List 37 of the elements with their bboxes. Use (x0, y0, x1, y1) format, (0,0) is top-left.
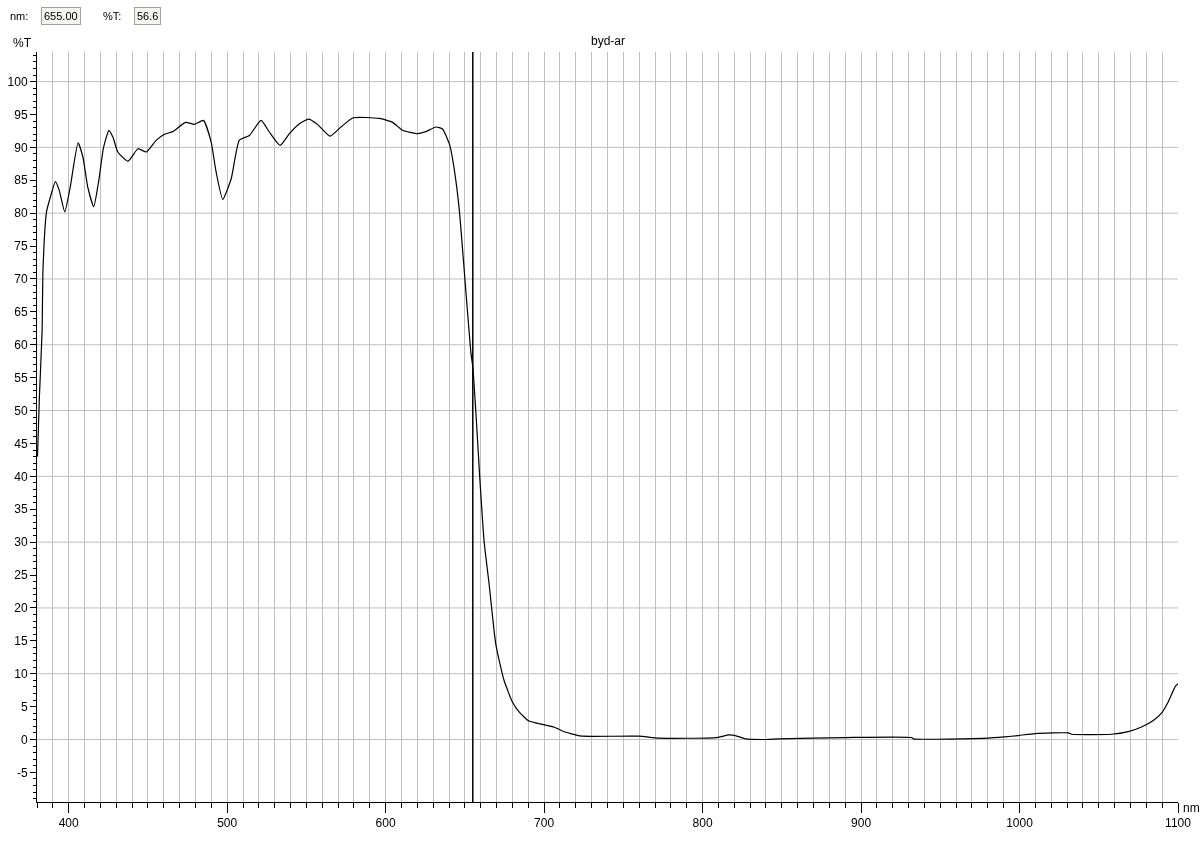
text: 655.00 (44, 10, 78, 22)
x-tick-label: 700 (534, 816, 555, 831)
x-tick-label: 1100 (1165, 816, 1192, 831)
y-tick-label: 45 (14, 436, 28, 451)
y-axis-title: %T (13, 36, 32, 50)
text: nm: (10, 10, 29, 22)
x-tick-label: 900 (851, 816, 872, 831)
y-tick-label: 40 (14, 469, 28, 484)
y-tick-label: 5 (20, 699, 28, 714)
chart-title: byd-ar (591, 34, 626, 48)
y-tick-label: 50 (14, 403, 28, 418)
y-tick-label: 80 (14, 206, 28, 221)
y-tick-label: 75 (14, 239, 28, 254)
x-tick-label: 1000 (1006, 816, 1034, 831)
y-tick-label: 0 (20, 732, 28, 747)
y-tick-label: 10 (14, 666, 28, 681)
y-tick-label: 95 (14, 107, 28, 122)
y-tick-label: -5 (16, 765, 28, 780)
y-tick-label: 60 (14, 337, 28, 352)
x-tick-label: 600 (375, 816, 396, 831)
y-tick-label: 90 (14, 140, 28, 155)
x-axis-title: nm (1183, 801, 1200, 815)
text: 56.6 (137, 10, 159, 22)
y-tick-label: 85 (14, 173, 28, 188)
y-tick-label: 15 (14, 634, 28, 649)
y-tick-label: 35 (14, 502, 28, 517)
y-tick-label: 70 (14, 272, 28, 287)
x-tick-label: 500 (217, 816, 238, 831)
y-tick-label: 20 (14, 601, 28, 616)
y-tick-label: 25 (14, 568, 28, 583)
y-tick-label: 30 (14, 535, 28, 550)
x-tick-label: 800 (692, 816, 713, 831)
text: %T: (103, 10, 122, 22)
y-tick-label: 55 (14, 370, 28, 385)
y-tick-label: 100 (7, 74, 28, 89)
x-tick-label: 400 (58, 816, 80, 831)
y-tick-label: 65 (14, 305, 28, 320)
